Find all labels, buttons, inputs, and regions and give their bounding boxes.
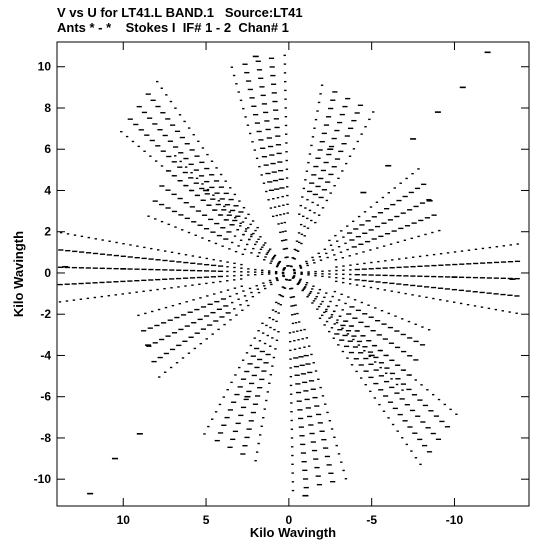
x-tick-label: 10 bbox=[117, 513, 131, 527]
y-tick-label: 2 bbox=[44, 225, 51, 239]
x-tick-label: -10 bbox=[446, 513, 464, 527]
x-tick-label: 5 bbox=[203, 513, 210, 527]
x-tick-label: 0 bbox=[286, 513, 293, 527]
axes: 10 5 0 -5 -10 10 8 6 4 2 0 -2 -4 -6 -8 -10 bbox=[34, 42, 529, 527]
y-tick-label: -8 bbox=[40, 431, 51, 445]
y-tick-label: 8 bbox=[44, 101, 51, 115]
y-tick-label: -2 bbox=[40, 307, 51, 321]
y-tick-label: -4 bbox=[40, 348, 51, 362]
y-tick-label: 0 bbox=[44, 266, 51, 280]
y-tick-label: 6 bbox=[44, 142, 51, 156]
y-tick-label: -10 bbox=[34, 472, 52, 486]
y-axis-label: Kilo Wavingth bbox=[11, 231, 26, 317]
chart-subtitle: Ants * - * Stokes I IF# 1 - 2 Chan# 1 bbox=[57, 20, 289, 35]
uv-points bbox=[57, 51, 521, 497]
x-tick-label: -5 bbox=[366, 513, 377, 527]
chart-title: V vs U for LT41.L BAND.1 Source:LT41 bbox=[57, 5, 303, 20]
y-tick-label: 10 bbox=[38, 60, 52, 74]
x-axis-label: Kilo Wavingth bbox=[250, 525, 336, 540]
plot-frame bbox=[56, 41, 530, 507]
y-tick-label: -6 bbox=[40, 390, 51, 404]
y-tick-label: 4 bbox=[44, 183, 51, 197]
